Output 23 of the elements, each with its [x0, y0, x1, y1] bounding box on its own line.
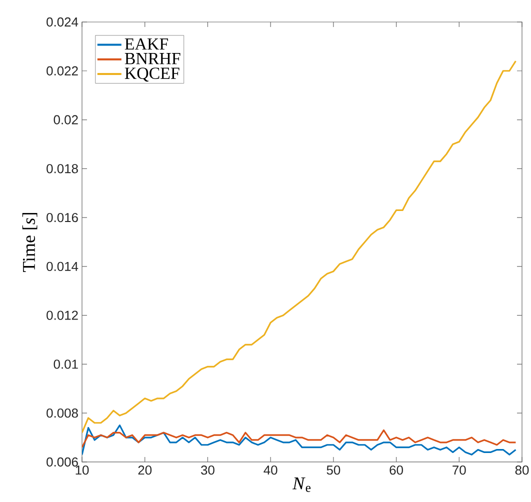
x-tick-label: 50	[326, 466, 340, 475]
y-axis-title: Time [s]	[22, 213, 38, 272]
y-tick-label: 0.02	[54, 115, 78, 124]
y-tick-label: 0.008	[46, 408, 78, 418]
y-tick-label: 0.024	[46, 17, 78, 27]
legend-label: KQCEF	[124, 68, 180, 82]
y-tick-label: 0.016	[46, 212, 78, 222]
x-tick-label: 20	[138, 466, 152, 475]
y-tick-label: 0.01	[54, 360, 78, 369]
x-tick-label: 10	[76, 466, 89, 475]
legend-label: EAKF	[124, 38, 168, 50]
x-tick-label: 30	[201, 466, 214, 475]
y-tick-label: 0.014	[46, 262, 78, 272]
x-tick-label: 80	[515, 466, 529, 475]
y-tick-label: 0.022	[46, 66, 78, 76]
x-tick-label: 40	[264, 466, 278, 475]
y-tick-label: 0.012	[46, 310, 78, 320]
x-tick-label: 60	[390, 466, 403, 475]
y-tick-label: 0.018	[46, 164, 78, 174]
y-tick-label: 0.006	[46, 457, 78, 467]
legend-label: BNRHF	[124, 53, 180, 64]
x-axis-title: N$_{e}$	[292, 478, 311, 492]
x-tick-label: 70	[452, 466, 466, 475]
